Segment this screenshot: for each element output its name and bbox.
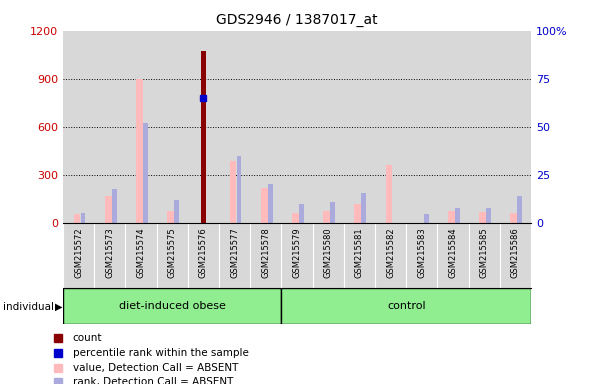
Bar bbox=[323, 211, 330, 223]
Text: control: control bbox=[387, 301, 425, 311]
Bar bbox=[511, 213, 517, 223]
Bar bbox=[299, 204, 304, 223]
Bar bbox=[330, 202, 335, 223]
Text: rank, Detection Call = ABSENT: rank, Detection Call = ABSENT bbox=[73, 377, 233, 384]
Text: GSM215585: GSM215585 bbox=[480, 227, 488, 278]
Text: GSM215576: GSM215576 bbox=[199, 227, 208, 278]
Bar bbox=[167, 211, 174, 223]
Bar bbox=[188, 223, 219, 288]
Text: percentile rank within the sample: percentile rank within the sample bbox=[73, 348, 249, 358]
Bar bbox=[236, 156, 241, 223]
Bar bbox=[375, 223, 406, 288]
Bar bbox=[201, 51, 206, 223]
Text: GSM215582: GSM215582 bbox=[386, 227, 395, 278]
Text: GSM215579: GSM215579 bbox=[293, 227, 302, 278]
Bar bbox=[157, 223, 188, 288]
Bar bbox=[448, 211, 455, 223]
Text: ▶: ▶ bbox=[55, 302, 62, 312]
Bar bbox=[125, 223, 157, 288]
Bar bbox=[188, 31, 219, 223]
Bar bbox=[292, 213, 299, 223]
Bar bbox=[313, 223, 344, 288]
Bar bbox=[174, 200, 179, 223]
Bar bbox=[250, 31, 281, 223]
Bar bbox=[74, 214, 80, 223]
Text: count: count bbox=[73, 333, 103, 343]
Bar bbox=[455, 207, 460, 223]
Bar bbox=[500, 31, 531, 223]
Text: individual: individual bbox=[3, 302, 54, 312]
Bar bbox=[344, 223, 375, 288]
Bar bbox=[344, 31, 375, 223]
Bar bbox=[80, 213, 85, 223]
Title: GDS2946 / 1387017_at: GDS2946 / 1387017_at bbox=[216, 13, 378, 27]
Bar bbox=[361, 193, 366, 223]
Bar bbox=[424, 214, 428, 223]
Bar bbox=[281, 223, 313, 288]
Text: GSM215581: GSM215581 bbox=[355, 227, 364, 278]
Bar bbox=[479, 212, 486, 223]
Bar bbox=[281, 288, 531, 324]
Bar bbox=[63, 223, 94, 288]
Bar bbox=[486, 207, 491, 223]
Bar bbox=[250, 223, 281, 288]
Bar bbox=[437, 223, 469, 288]
Text: GSM215580: GSM215580 bbox=[324, 227, 332, 278]
Bar bbox=[230, 161, 236, 223]
Bar bbox=[63, 288, 281, 324]
Bar bbox=[63, 31, 94, 223]
Text: value, Detection Call = ABSENT: value, Detection Call = ABSENT bbox=[73, 363, 238, 373]
Bar bbox=[469, 31, 500, 223]
Bar bbox=[406, 223, 437, 288]
Text: GSM215573: GSM215573 bbox=[106, 227, 114, 278]
Text: GSM215586: GSM215586 bbox=[511, 227, 520, 278]
Text: GSM215574: GSM215574 bbox=[137, 227, 146, 278]
Bar bbox=[313, 31, 344, 223]
Bar bbox=[469, 223, 500, 288]
Bar bbox=[375, 31, 406, 223]
Text: GSM215577: GSM215577 bbox=[230, 227, 239, 278]
Text: GSM215584: GSM215584 bbox=[449, 227, 458, 278]
Bar bbox=[355, 204, 361, 223]
Bar bbox=[219, 223, 250, 288]
Bar bbox=[500, 223, 531, 288]
Bar bbox=[386, 165, 392, 223]
Bar bbox=[94, 223, 125, 288]
Text: GSM215572: GSM215572 bbox=[74, 227, 83, 278]
Bar bbox=[105, 196, 112, 223]
Bar bbox=[125, 31, 157, 223]
Bar bbox=[406, 31, 437, 223]
Text: GSM215575: GSM215575 bbox=[168, 227, 176, 278]
Bar bbox=[281, 31, 313, 223]
Text: GSM215578: GSM215578 bbox=[261, 227, 270, 278]
Bar bbox=[517, 196, 522, 223]
Bar bbox=[94, 31, 125, 223]
Bar bbox=[437, 31, 469, 223]
Bar bbox=[219, 31, 250, 223]
Bar bbox=[157, 31, 188, 223]
Bar bbox=[268, 184, 272, 223]
Text: GSM215583: GSM215583 bbox=[418, 227, 426, 278]
Text: diet-induced obese: diet-induced obese bbox=[119, 301, 226, 311]
Bar bbox=[112, 189, 116, 223]
Bar bbox=[136, 79, 143, 223]
Bar bbox=[143, 123, 148, 223]
Bar bbox=[261, 188, 268, 223]
